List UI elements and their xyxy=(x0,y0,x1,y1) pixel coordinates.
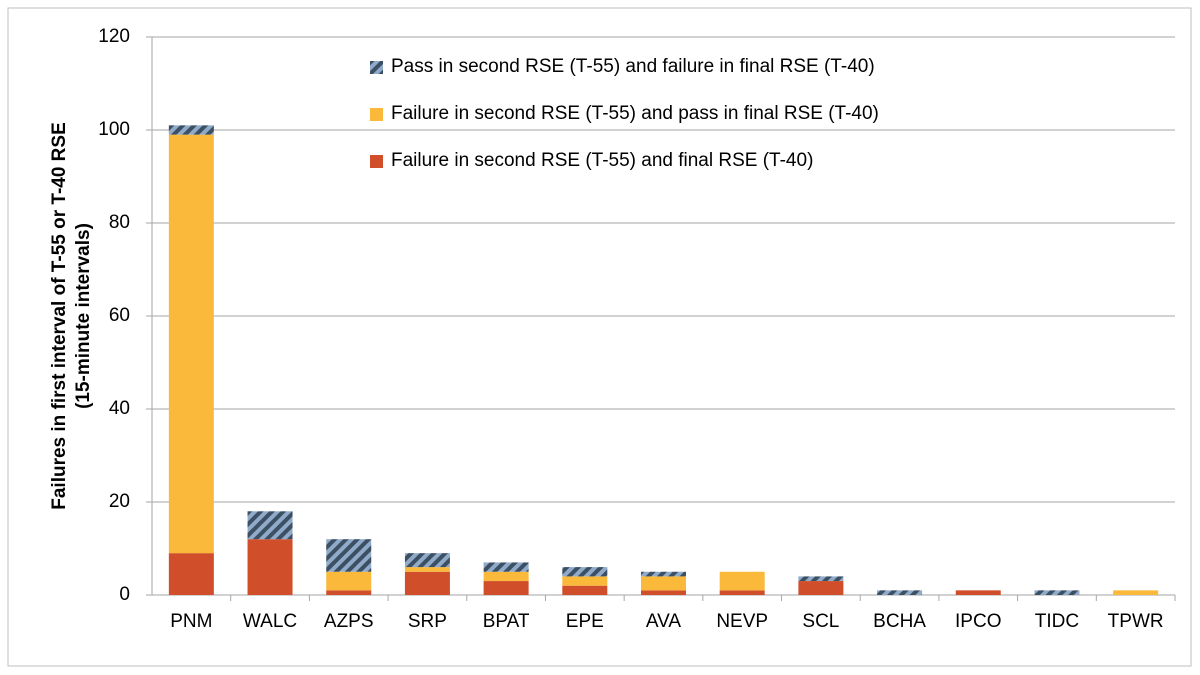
x-tick-label: EPE xyxy=(566,611,604,632)
y-axis-title: Failures in first interval of T-55 or T-… xyxy=(49,122,70,510)
bar-segment xyxy=(719,590,765,595)
bar-segment xyxy=(1113,590,1159,595)
y-tick-label: 20 xyxy=(109,491,130,512)
x-tick-label: AVA xyxy=(646,611,682,632)
x-tick-label: WALC xyxy=(243,611,297,632)
legend-label: Failure in second RSE (T-55) and final R… xyxy=(391,150,813,171)
y-tick-label: 0 xyxy=(119,584,130,605)
y-axis-title: (15-minute intervals) xyxy=(73,223,94,409)
x-tick-label: PNM xyxy=(170,611,212,632)
bar-segment xyxy=(798,581,844,595)
bar-segment xyxy=(483,581,529,595)
y-tick-label: 60 xyxy=(109,305,130,326)
bar-segment xyxy=(641,590,686,595)
bar-segment xyxy=(483,571,529,582)
bar-segment xyxy=(641,576,686,591)
bar-segment xyxy=(877,590,923,595)
bar-segment xyxy=(562,567,608,577)
x-tick-label: BCHA xyxy=(873,611,926,632)
x-tick-label: TIDC xyxy=(1035,611,1079,632)
legend-swatch xyxy=(370,61,383,74)
bar-segment xyxy=(326,539,372,572)
y-tick-label: 120 xyxy=(98,26,130,47)
legend-label: Pass in second RSE (T-55) and failure in… xyxy=(391,56,875,77)
bar-segment xyxy=(562,576,608,586)
x-tick-label: SCL xyxy=(802,611,839,632)
bar-segment xyxy=(168,134,214,554)
bar-segment xyxy=(1034,590,1080,595)
x-tick-label: NEVP xyxy=(716,611,768,632)
legend-swatch xyxy=(370,108,383,121)
x-tick-label: IPCO xyxy=(955,611,1001,632)
y-tick-label: 40 xyxy=(109,398,130,419)
x-tick-label: TPWR xyxy=(1108,611,1164,632)
bar-segment xyxy=(168,125,214,135)
bar-segment xyxy=(562,585,608,595)
bar-segment xyxy=(483,562,529,572)
bar-segment xyxy=(247,511,293,540)
bar-segment xyxy=(247,539,293,595)
x-tick-label: BPAT xyxy=(483,611,530,632)
chart-border xyxy=(7,7,1192,667)
y-tick-label: 80 xyxy=(109,212,130,233)
bar-segment xyxy=(326,590,372,595)
bar-segment xyxy=(404,567,450,572)
bar-segment xyxy=(641,571,686,577)
bar-segment xyxy=(326,571,372,591)
x-tick-label: AZPS xyxy=(324,611,374,632)
bar-segment xyxy=(404,553,450,568)
bar-segment xyxy=(168,553,214,595)
x-tick-label: SRP xyxy=(408,611,447,632)
legend-swatch xyxy=(370,155,383,168)
bar-segment xyxy=(955,590,1001,595)
bar-segment xyxy=(719,571,765,591)
legend-label: Failure in second RSE (T-55) and pass in… xyxy=(391,103,879,124)
bar-segment xyxy=(404,571,450,595)
y-tick-label: 100 xyxy=(98,119,130,140)
bar-segment xyxy=(798,576,844,582)
